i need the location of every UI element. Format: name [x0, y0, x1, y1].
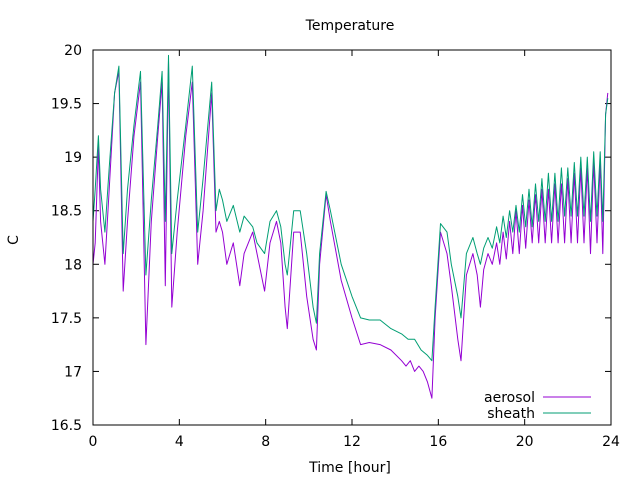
legend-label-sheath: sheath	[487, 406, 535, 422]
x-tick-label: 16	[429, 434, 447, 450]
series-line-sheath	[92, 54, 609, 362]
y-tick-label: 18.5	[51, 204, 82, 220]
x-tick-label: 0	[89, 434, 98, 450]
x-tick-label: 12	[343, 434, 361, 450]
y-tick-label: 19	[64, 150, 82, 166]
y-tick-label: 20	[64, 43, 82, 59]
y-tick-label: 17.5	[51, 311, 82, 327]
plot-lines	[92, 54, 609, 399]
chart-title: Temperature	[305, 18, 395, 34]
x-axis-label: Time [hour]	[308, 460, 391, 476]
x-tick-label: 24	[602, 434, 620, 450]
x-tick-label: 20	[516, 434, 534, 450]
plot-frame	[92, 49, 612, 426]
x-tick-label: 4	[175, 434, 184, 450]
y-tick-label: 17	[64, 364, 82, 380]
x-tick-label: 8	[261, 434, 270, 450]
series-line-aerosol	[92, 60, 609, 399]
y-axis-label: C	[6, 235, 22, 245]
y-tick-label: 18	[64, 257, 82, 273]
y-tick-label: 19.5	[51, 97, 82, 113]
legend-label-aerosol: aerosol	[484, 390, 535, 406]
y-tick-label: 16.5	[51, 418, 82, 434]
